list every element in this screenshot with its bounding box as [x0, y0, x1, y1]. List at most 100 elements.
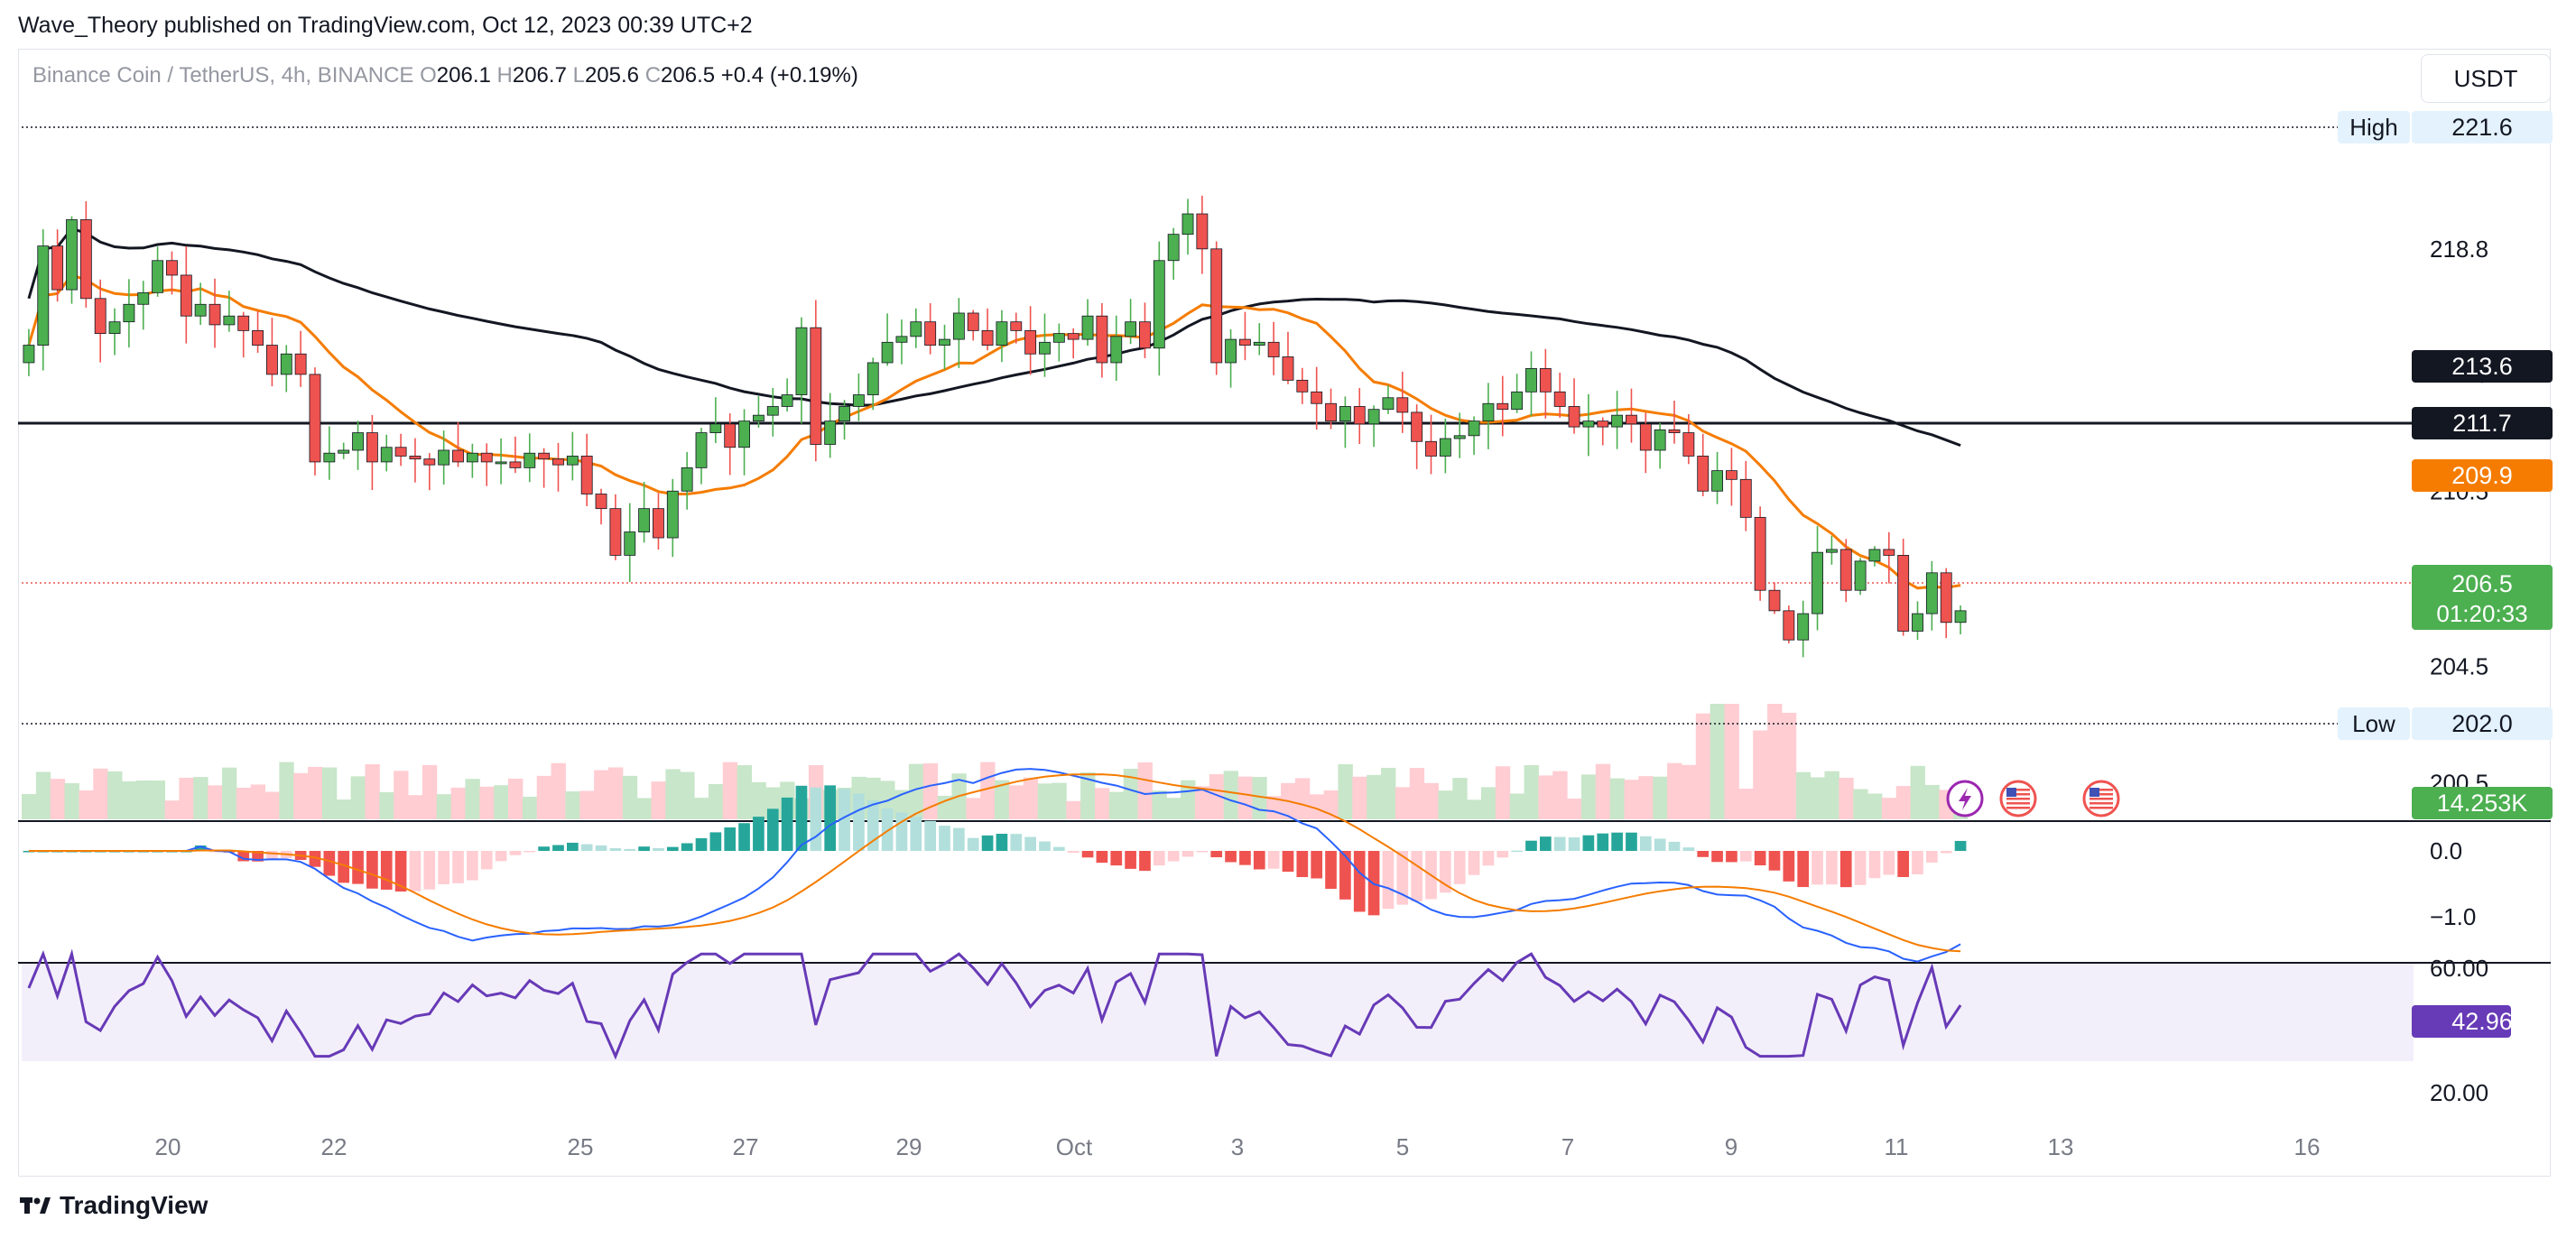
macd-histogram-bar [1711, 851, 1723, 863]
volume-bar [50, 779, 66, 819]
flag-icon-stripe [2006, 789, 2030, 791]
candle-body [309, 374, 321, 463]
us-flag-icon[interactable] [2082, 780, 2120, 818]
candle-body [1125, 321, 1137, 337]
candle-body [509, 461, 522, 468]
volume-bar [579, 790, 595, 819]
us-flag-icon[interactable] [1999, 780, 2037, 818]
candle-body [23, 345, 35, 364]
volume-bar [293, 772, 309, 819]
candle-body [781, 394, 793, 407]
candle-body [910, 321, 922, 337]
volume-bar [536, 775, 552, 819]
candle-body [1067, 333, 1080, 340]
candle-body [852, 394, 865, 407]
volume-bar [321, 767, 338, 819]
volume-bar [1209, 773, 1225, 819]
macd-histogram-bar [1797, 851, 1810, 888]
footer-brand[interactable]: TradingView [20, 1191, 208, 1220]
symbol-name[interactable]: Binance Coin / TetherUS, 4h, BINANCE [32, 63, 414, 88]
volume-bar [551, 762, 566, 819]
candle-body [237, 315, 250, 331]
candle-body [566, 456, 579, 466]
volume-bar [1753, 730, 1768, 819]
candle-body [866, 362, 879, 395]
macd-histogram-bar [1597, 833, 1609, 851]
flag-icon-stripe [2006, 798, 2030, 800]
x-tick-label: 20 [155, 1133, 181, 1160]
volume-bar [236, 788, 252, 819]
candle-body [795, 327, 808, 395]
macd-histogram-bar [1783, 851, 1795, 882]
volume-bar [1795, 771, 1812, 819]
macd-histogram-bar [1153, 851, 1165, 866]
x-tick-label: 11 [1885, 1133, 1909, 1160]
candle-body [223, 315, 236, 326]
candle-body [839, 406, 850, 422]
macd-histogram-bar [1754, 851, 1766, 866]
volume-bar [1052, 782, 1067, 819]
macd-histogram-bar [609, 848, 622, 851]
macd-histogram-bar [1626, 832, 1637, 851]
candle-body [1468, 420, 1480, 437]
macd-histogram-bar [839, 789, 850, 851]
candle-body [1239, 338, 1251, 346]
candle-body [695, 432, 708, 468]
macd-histogram-bar [1110, 851, 1123, 866]
candle-body [108, 321, 121, 335]
volume-bar [121, 781, 137, 819]
publication-header: Wave_Theory published on TradingView.com… [18, 13, 753, 38]
candle-body [1139, 321, 1151, 349]
lightning-icon[interactable] [1946, 780, 1984, 818]
macd-histogram-bar [910, 817, 922, 851]
macd-histogram-bar [1726, 851, 1737, 863]
candle-body [252, 329, 264, 346]
macd-histogram-bar [1325, 851, 1337, 890]
macd-histogram-bar [352, 851, 364, 884]
macd-histogram-bar [1854, 851, 1867, 885]
volume-bar [908, 763, 924, 819]
candle-body [753, 414, 764, 422]
volume-bar [594, 770, 609, 819]
candle-body [266, 345, 278, 375]
macd-histogram-bar [1682, 847, 1695, 851]
candle-body [1754, 516, 1766, 591]
volume-bar [1552, 771, 1568, 819]
macd-histogram-bar [939, 826, 950, 851]
level-value-label-bg [2412, 407, 2553, 439]
macd-histogram-bar [1697, 851, 1710, 857]
currency-button[interactable]: USDT [2421, 54, 2551, 103]
level-value-label: 211.7 [2452, 410, 2512, 437]
candle-body [1282, 356, 1294, 381]
volume-bar [1509, 793, 1525, 819]
x-tick-label: 29 [896, 1133, 922, 1160]
candle-body [538, 452, 551, 460]
low-label: L [572, 63, 585, 88]
macd-histogram-bar [380, 851, 393, 890]
volume-bar [22, 793, 37, 819]
x-tick-label: 5 [1396, 1133, 1409, 1160]
volume-bar [436, 794, 452, 819]
macd-histogram-bar [1353, 851, 1366, 912]
ma-long-value-label-bg [2412, 350, 2553, 383]
volume-bar [1367, 774, 1382, 819]
volume-bar [164, 800, 180, 819]
volume-bar [1438, 790, 1453, 819]
candle-body [1024, 329, 1037, 355]
candle-body [1425, 440, 1437, 457]
macd-histogram-bar [1125, 851, 1136, 869]
volume-bar [1338, 763, 1353, 819]
macd-histogram-bar [1954, 840, 1967, 851]
candle-body [380, 447, 393, 463]
candle-body [1697, 456, 1710, 492]
volume-bar [1839, 777, 1854, 819]
event-icons[interactable] [1946, 780, 2120, 818]
volume-bar [1352, 776, 1367, 819]
macd-histogram-bar [323, 851, 336, 876]
macd-histogram-bar [1496, 851, 1509, 858]
flag-icon-stripe [2006, 802, 2030, 805]
candle-body [1539, 368, 1552, 393]
volume-bar [35, 771, 51, 819]
candle-body [1626, 414, 1637, 425]
